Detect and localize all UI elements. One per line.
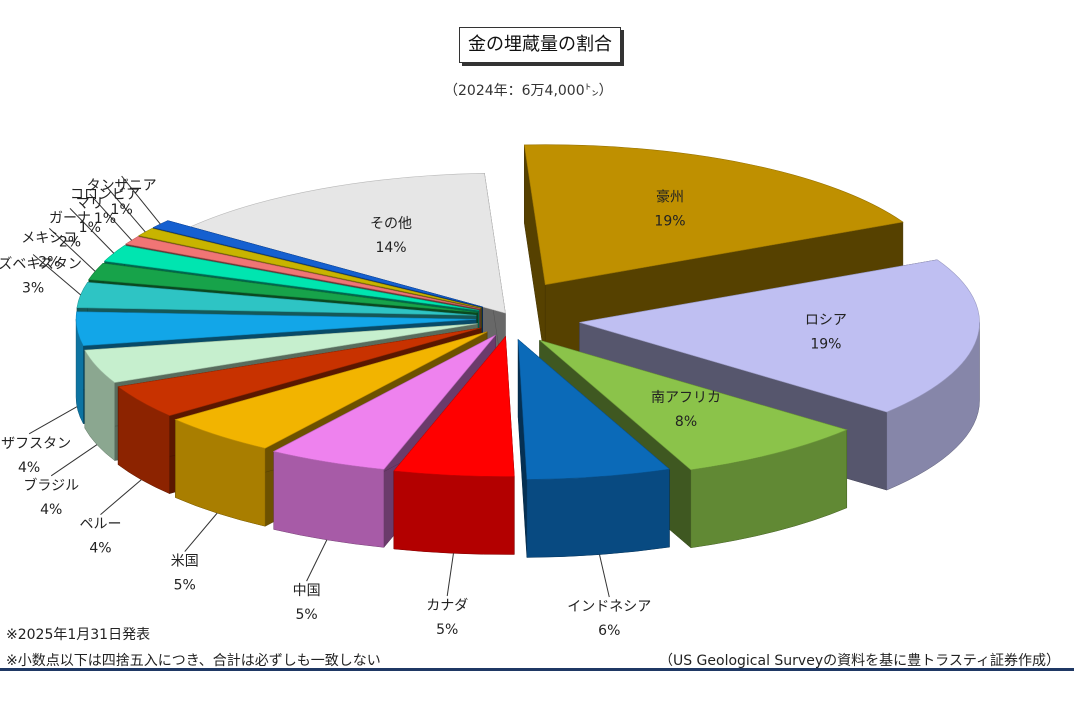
slice-label-name: その他 [370, 216, 412, 232]
slice-カナダ [393, 335, 515, 555]
leader-lines [28, 175, 610, 598]
chart-title: 金の埋蔵量の割合 [459, 27, 621, 63]
slice-label-percent: 1% [94, 211, 116, 227]
bottom-divider [0, 668, 1074, 671]
leader-line [446, 553, 454, 597]
pie-slices [75, 144, 980, 558]
slice-label-name: インドネシア [567, 599, 651, 615]
slice-label-percent: 14% [375, 240, 406, 256]
slice-label-name: 中国 [293, 583, 321, 599]
slice-label-name: コロンビア [70, 187, 140, 203]
slice-label-name: カナダ [426, 598, 468, 614]
slice-label-percent: 4% [18, 460, 40, 476]
leader-line [32, 254, 81, 296]
slice-top [88, 262, 478, 313]
source-note: （US Geological Surveyの資料を基に豊トラスティ証券作成） [658, 653, 1060, 669]
leader-line [100, 479, 142, 515]
slice-label-name: ロシア [805, 312, 847, 328]
leader-line [306, 539, 328, 582]
slice-top [579, 259, 980, 413]
slice-label-name: ブラジル [23, 477, 79, 494]
slice-label-name: 米国 [171, 554, 199, 570]
slice-label-name: タンザニア [87, 178, 157, 194]
slice-top [517, 338, 671, 480]
slice-label-percent: 6% [598, 623, 620, 639]
slice-side [526, 468, 670, 558]
leader-line [48, 228, 96, 272]
slice-label-name: ウズベキスタン [0, 256, 82, 272]
slice-top [75, 311, 477, 346]
slice-top [152, 220, 483, 308]
slice-label-name: 豪州 [656, 190, 684, 206]
slice-label-name: カザフスタン [0, 436, 71, 452]
slice-label-percent: 2% [59, 234, 81, 250]
slice-top [393, 335, 515, 477]
slice-label-percent: 1% [79, 220, 101, 236]
slice-label-percent: 5% [174, 578, 196, 594]
leader-line [121, 175, 161, 225]
slice-label-percent: 5% [295, 607, 317, 623]
slice-top [523, 144, 904, 286]
slice-top [189, 173, 506, 314]
note-rounding: ※小数点以下は四捨五入につき、合計は必ずしも一致しない [6, 653, 381, 669]
slice-label-percent: 4% [89, 541, 111, 557]
note-release-date: ※2025年1月31日発表 [6, 627, 151, 643]
slice-label-percent: 2% [38, 254, 60, 270]
slice-label-name: ガーナ [49, 210, 91, 226]
slice-top [76, 282, 477, 316]
leader-line [28, 406, 78, 435]
slice-top [174, 331, 488, 449]
slice-labels: 豪州 19% ロシア 19% 南アフリカ 8% インドネシア 6% カナダ 5% 中国 5% 米国 5% ペ… [0, 178, 847, 639]
slice-side [393, 470, 515, 555]
leader-line [50, 444, 98, 477]
leader-line [69, 208, 115, 254]
slice-label-percent: 1% [111, 202, 133, 218]
slice-label-name: 南アフリカ [651, 390, 721, 406]
slice-label-percent: 8% [675, 414, 697, 430]
chart-subtitle: （2024年：6万4,000㌧） [444, 83, 613, 99]
leader-line [599, 554, 610, 598]
leader-line [184, 512, 218, 552]
slice-top [272, 334, 496, 470]
leader-line [104, 184, 146, 233]
slice-label-percent: 19% [654, 214, 685, 230]
slice-top [84, 323, 478, 383]
slice-label-name: メキシコ [21, 230, 77, 246]
slice-top [117, 327, 482, 416]
slice-top [138, 228, 482, 309]
slice-label-percent: 19% [810, 336, 841, 352]
slice-top [539, 339, 848, 471]
leader-line [89, 193, 133, 241]
slice-label-name: ペルー [80, 517, 122, 533]
slice-label-name: マリ [76, 196, 104, 212]
slice-インドネシア [517, 338, 671, 558]
slice-label-percent: 5% [436, 622, 458, 638]
slice-top [103, 245, 480, 311]
slice-label-percent: 3% [22, 280, 44, 296]
slice-label-percent: 4% [40, 502, 62, 518]
